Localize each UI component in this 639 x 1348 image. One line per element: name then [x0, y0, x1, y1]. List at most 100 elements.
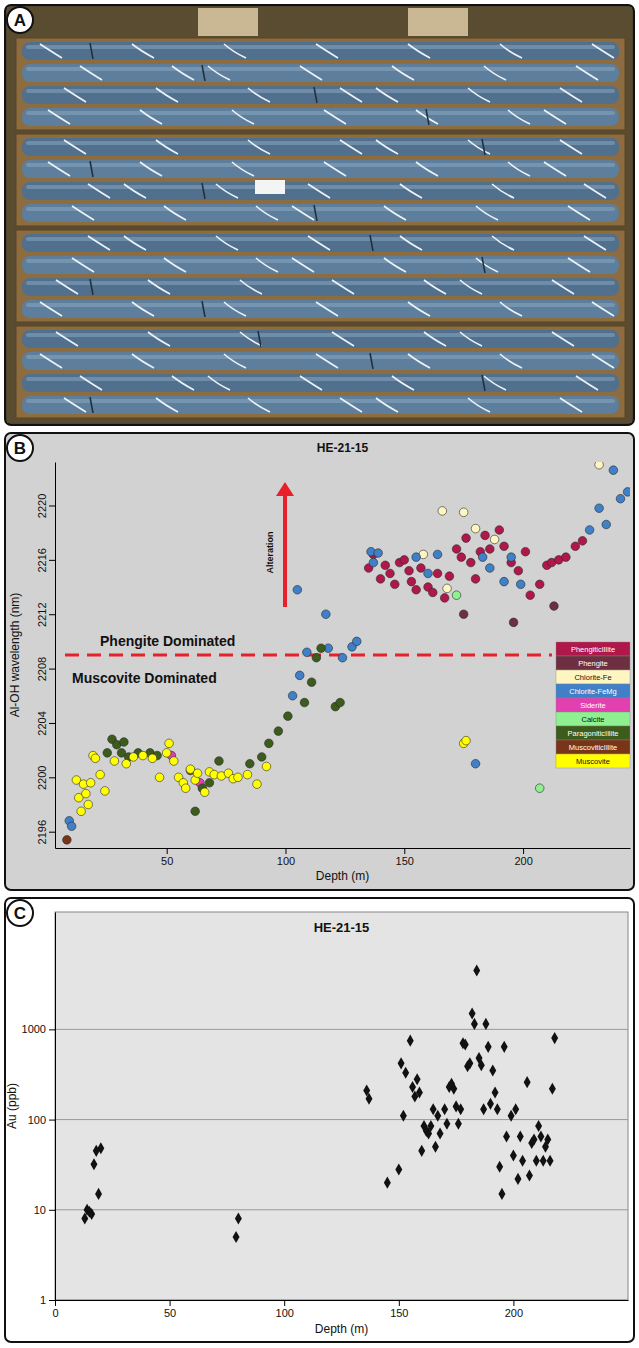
series [459, 602, 558, 627]
photo-vein [460, 332, 482, 346]
point [90, 1158, 97, 1170]
photo-vein [88, 184, 110, 198]
photo-vein [592, 44, 614, 58]
point [338, 653, 347, 662]
point [369, 558, 378, 567]
legend-swatch [556, 740, 630, 754]
photo-vein [208, 66, 230, 80]
legend-label: Chlorite-FeMg [569, 687, 617, 696]
photo-core-shine [26, 89, 615, 93]
photo-vein [232, 162, 254, 176]
x-tick-label: 0 [52, 1307, 58, 1319]
point [233, 1231, 240, 1243]
series [63, 836, 72, 845]
photo-vein [132, 302, 154, 316]
point [303, 648, 312, 657]
photo-vein [248, 140, 270, 154]
point [512, 1103, 519, 1115]
x-tick-label: 150 [390, 1307, 408, 1319]
point [407, 1035, 414, 1047]
photo [7, 7, 632, 423]
photo-vein [224, 302, 246, 316]
point [243, 770, 252, 779]
photo-vein [248, 88, 270, 102]
legend-label: MuscoviticIllite [569, 743, 617, 752]
y-tick-mark [49, 832, 55, 833]
x-tick-label: 100 [277, 855, 295, 867]
photo-vein [124, 184, 146, 198]
grid-line [55, 1209, 628, 1210]
point [322, 610, 331, 619]
photo-vein [332, 280, 354, 294]
y-tick: 2196 [36, 820, 55, 844]
y-tick-mark [49, 669, 55, 670]
point [312, 653, 321, 662]
photo-vein [80, 66, 102, 80]
point [551, 1032, 558, 1044]
photo-vein [216, 184, 238, 198]
photo-core [22, 396, 619, 414]
point [262, 762, 271, 771]
photo-vein [384, 206, 406, 220]
photo-core [22, 330, 619, 348]
y-tick-label: 2216 [36, 548, 48, 572]
photo-vein [584, 236, 606, 250]
photo-core-break [202, 65, 205, 81]
photo-vein [172, 66, 194, 80]
series [72, 736, 470, 815]
point [602, 520, 611, 529]
photo-core [22, 42, 619, 60]
y-tick-mark [49, 614, 55, 615]
photo-vein [256, 206, 278, 220]
point [97, 1142, 104, 1154]
x-tick-mark [167, 848, 168, 854]
point [407, 577, 416, 586]
point [496, 1161, 503, 1173]
x-tick-mark [523, 848, 524, 854]
photo-vein [216, 236, 238, 250]
point [381, 561, 390, 570]
point [514, 566, 523, 575]
legend-label: Chlorite-Fe [574, 673, 611, 682]
photo-vein [332, 332, 354, 346]
point [288, 691, 297, 700]
photo-core-shine [26, 67, 615, 71]
legend-label: PhengiticIllite [571, 645, 615, 654]
point [595, 462, 604, 469]
figure: A501001502002196220022042208221222162220… [0, 0, 639, 1348]
x-tick-label: 50 [164, 1307, 176, 1319]
photo-vein [172, 376, 194, 390]
point [452, 545, 461, 554]
photo-vein [340, 140, 362, 154]
point [487, 1098, 494, 1110]
x-axis-title: Depth (m) [315, 1322, 368, 1336]
point [462, 736, 471, 745]
point [101, 787, 110, 796]
point [457, 553, 466, 562]
photo-vein [408, 44, 430, 58]
photo-vein [384, 258, 406, 272]
photo-core-shine [26, 259, 615, 263]
arrow-head [276, 482, 294, 496]
point [515, 1173, 522, 1185]
point [486, 545, 495, 554]
point [376, 575, 385, 584]
photo-vein [40, 44, 62, 58]
y-tick-label: 2196 [36, 820, 48, 844]
photo-core-break [314, 205, 317, 221]
photo-vein [164, 206, 186, 220]
photo-vein [416, 110, 438, 124]
x-tick: 200 [514, 848, 532, 867]
photo-vein [400, 236, 422, 250]
point [526, 591, 535, 600]
photo-core-break [90, 161, 93, 177]
point [524, 1076, 531, 1088]
photo-vein [148, 332, 170, 346]
x-tick-mark [399, 1300, 400, 1306]
point [452, 591, 461, 600]
photo-vein [468, 398, 490, 412]
point [215, 757, 224, 766]
panel-letter: B [14, 439, 26, 458]
photo-core [22, 64, 619, 82]
photo-vein [324, 110, 346, 124]
